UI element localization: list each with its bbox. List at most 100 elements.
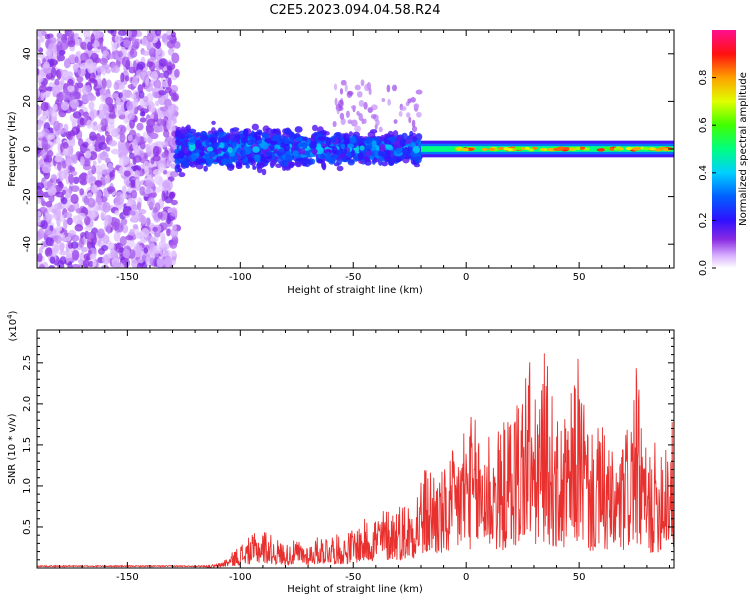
spectrogram-spike-cell bbox=[332, 120, 337, 128]
spectrogram-peak-cell bbox=[506, 148, 514, 152]
spectrogram-noise-cell bbox=[72, 111, 82, 119]
spectrogram-noise-cell bbox=[132, 60, 137, 69]
spectrogram-band-cell bbox=[371, 140, 377, 148]
spectrogram-band-cell bbox=[263, 156, 272, 163]
spectrogram-noise-cell bbox=[130, 214, 138, 223]
colorbar-tick-label: 0.4 bbox=[698, 165, 709, 181]
spectrogram-band-cell bbox=[283, 143, 290, 152]
spectrogram-noise-cell bbox=[37, 198, 42, 205]
spectrogram-noise-cell bbox=[56, 70, 62, 81]
spectrogram-noise-cell bbox=[95, 190, 102, 200]
spectrogram-noise-cell bbox=[70, 99, 79, 109]
spectrogram-band-cell bbox=[231, 127, 240, 132]
spectrogram-noise-cell bbox=[144, 187, 154, 194]
spectrogram-noise-cell bbox=[171, 224, 177, 230]
spectrogram-noise-cell bbox=[73, 63, 79, 74]
spectrogram-noise-cell bbox=[46, 51, 53, 60]
spectrogram-noise-cell bbox=[61, 170, 69, 180]
spectrogram-noise-cell bbox=[107, 162, 114, 172]
spectrogram-noise-cell bbox=[136, 201, 142, 211]
spectrogram-noise-cell bbox=[40, 101, 49, 112]
spectrogram-noise-cell bbox=[56, 216, 61, 227]
spectrogram-noise-cell bbox=[152, 169, 162, 176]
spectrogram-band-cell bbox=[264, 151, 273, 157]
spectrogram-noise-cell bbox=[131, 37, 137, 49]
spectrogram-noise-cell bbox=[59, 49, 66, 56]
spectrogram-noise-cell bbox=[61, 189, 66, 195]
spectrogram-spike-cell bbox=[370, 114, 377, 119]
spectrogram-peak-cell bbox=[576, 146, 581, 150]
spectrogram-noise-cell bbox=[141, 50, 151, 56]
spectrogram-noise-cell bbox=[114, 127, 121, 134]
spectrogram-spike-cell bbox=[360, 79, 365, 87]
spectrogram-noise-cell bbox=[136, 248, 141, 258]
spectrogram-noise-cell bbox=[149, 257, 155, 267]
spectrogram-band-cell bbox=[325, 137, 332, 146]
spectrogram-spike-cell bbox=[386, 84, 391, 93]
spectrogram-noise-cell bbox=[133, 97, 139, 107]
spectrogram-band-cell bbox=[336, 165, 344, 172]
spectrogram-noise-cell bbox=[166, 135, 172, 147]
spectrogram-spike-cell bbox=[408, 116, 412, 124]
spectrogram-noise-cell bbox=[74, 224, 84, 232]
spectrogram-noise-cell bbox=[123, 40, 131, 48]
spectrogram-band-cell bbox=[273, 133, 279, 142]
spectrogram-noise-cell bbox=[61, 89, 71, 101]
spectrogram-noise-cell bbox=[129, 93, 137, 99]
spectrogram-noise-cell bbox=[70, 234, 80, 242]
spectrogram-noise-cell bbox=[164, 87, 172, 94]
spectrogram-noise-cell bbox=[111, 44, 118, 52]
spectrogram-noise-cell bbox=[85, 173, 95, 184]
spectrogram-spike-cell bbox=[407, 98, 412, 104]
colorbar-label: Normalized spectral amplitude bbox=[738, 72, 749, 226]
spectrogram-noise-cell bbox=[126, 100, 134, 111]
spectrogram-noise-cell bbox=[102, 105, 110, 116]
figure-title: C2E5.2023.094.04.58.R24 bbox=[269, 3, 440, 18]
spectrogram-noise-cell bbox=[161, 151, 169, 159]
snr-x-tick-label: -150 bbox=[116, 572, 139, 583]
spectrogram-noise-cell bbox=[102, 201, 111, 213]
spectrogram-noise-cell bbox=[148, 48, 155, 57]
spectrogram-noise-cell bbox=[121, 56, 130, 68]
spectrogram-noise-cell bbox=[70, 193, 79, 204]
spectrogram-band-cell bbox=[236, 134, 241, 140]
spectrogram-band-cell bbox=[294, 126, 303, 133]
spectrogram-band-cell bbox=[365, 150, 373, 157]
spectrogram-noise-cell bbox=[110, 148, 120, 155]
spectrogram-noise-cell bbox=[37, 68, 40, 76]
spectrogram-noise-cell bbox=[105, 79, 112, 89]
spectrogram-band-cell bbox=[348, 131, 353, 137]
colorbar-tick-label: 0.0 bbox=[698, 260, 709, 276]
spectrogram-peak-cell bbox=[563, 146, 570, 151]
spectrogram-noise-cell bbox=[122, 208, 130, 216]
spectrogram-noise-cell bbox=[127, 134, 133, 142]
spectrogram-x-ticks: -150 -100 -50 0 50 bbox=[36, 30, 670, 283]
spectrogram-band-cell bbox=[269, 161, 276, 167]
spectrogram-spike-cell bbox=[333, 83, 338, 91]
spectrogram-band-cell bbox=[261, 142, 269, 150]
snr-y-tick-label: 0.5 bbox=[22, 519, 33, 535]
spectrogram-noise-cell bbox=[37, 58, 41, 67]
spectrogram-band-cell bbox=[308, 141, 317, 149]
spectrogram-band-cell bbox=[180, 126, 185, 135]
spectrogram-noise-cell bbox=[156, 257, 165, 268]
colorbar-tick-label: 0.2 bbox=[698, 212, 709, 228]
snr-x-ticks: -150 -100 -50 0 50 bbox=[36, 330, 670, 583]
spectrogram-band-cell bbox=[347, 143, 354, 149]
spectrogram-band-cell bbox=[256, 139, 263, 144]
spectrogram-peak-cell bbox=[648, 147, 656, 151]
spectrogram-band-cell bbox=[195, 131, 202, 137]
spectrogram-noise-cell bbox=[160, 211, 168, 221]
spectrogram-noise-cell bbox=[157, 211, 163, 219]
spectrogram-noise-cell bbox=[89, 253, 97, 261]
spectrogram-noise-cell bbox=[158, 58, 168, 67]
spectrogram-noise-cell bbox=[108, 140, 118, 147]
spectrogram-noise-cell bbox=[97, 228, 105, 239]
spectrogram-noise-cell bbox=[70, 185, 80, 193]
spectrogram-noise-cell bbox=[120, 72, 125, 83]
spectrogram-spike-cell bbox=[416, 111, 422, 118]
spectrogram-band-cell bbox=[282, 164, 287, 172]
spectrogram-noise-cell bbox=[143, 95, 149, 103]
spectrogram-noise-cell bbox=[79, 188, 85, 196]
spectrogram-noise-cell bbox=[106, 117, 115, 125]
